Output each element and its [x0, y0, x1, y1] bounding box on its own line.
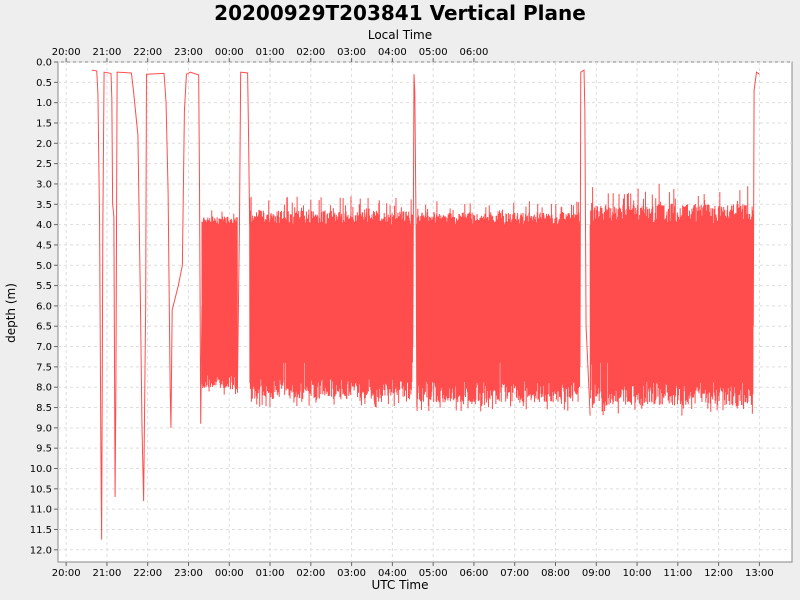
x-tick-label-top: 22:00	[133, 47, 162, 58]
y-tick-label: 12.0	[30, 545, 52, 556]
x-tick-label-top: 04:00	[378, 47, 407, 58]
chart-title: 20200929T203841 Vertical Plane	[214, 1, 586, 25]
y-tick-label: 9.0	[36, 423, 52, 434]
x-tick-label-top: 05:00	[419, 47, 448, 58]
x-tick-label-bottom: 08:00	[541, 568, 570, 579]
y-tick-label: 0.0	[36, 58, 52, 69]
y-tick-label: 8.5	[36, 403, 52, 414]
grid-layer	[58, 61, 792, 562]
x-tick-label-top: 03:00	[337, 47, 366, 58]
series-layer	[91, 69, 760, 540]
x-tick-label-bottom: 23:00	[174, 568, 203, 579]
y-tick-label: 1.0	[36, 98, 52, 109]
y-tick-label: 4.0	[36, 220, 52, 231]
x-tick-label-bottom: 06:00	[460, 568, 489, 579]
x-tick-label-top: 02:00	[296, 47, 325, 58]
y-tick-label: 6.0	[36, 301, 52, 312]
y-tick-label: 6.5	[36, 322, 52, 333]
series-depth-dense-core-1	[201, 226, 238, 363]
series-depth-dense-segment-4	[589, 184, 754, 416]
x-tick-label-bottom: 03:00	[337, 568, 366, 579]
x-tick-label-bottom: 13:00	[745, 568, 774, 579]
x-tick-label-bottom: 02:00	[296, 568, 325, 579]
x-tick-label-bottom: 09:00	[582, 568, 611, 579]
x-tick-label-bottom: 21:00	[93, 568, 122, 579]
y-tick-label: 3.0	[36, 179, 52, 190]
y-tick-label: 11.5	[30, 525, 52, 536]
x-tick-label-bottom: 05:00	[419, 568, 448, 579]
y-tick-label: 0.5	[36, 78, 52, 89]
y-tick-label: 5.0	[36, 261, 52, 272]
x-tick-label-bottom: 07:00	[500, 568, 529, 579]
series-depth-dense-core-2	[249, 226, 413, 363]
y-tick-label: 4.5	[36, 240, 52, 251]
series-depth-gap-4	[752, 71, 760, 327]
y-tick-label: 10.0	[30, 464, 52, 475]
y-tick-label: 2.0	[36, 139, 52, 150]
y-tick-label: 5.5	[36, 281, 52, 292]
x-tick-label-top: 00:00	[215, 47, 244, 58]
y-tick-label: 10.5	[30, 484, 52, 495]
x-tick-label-top: 21:00	[93, 47, 122, 58]
x-tick-label-bottom: 01:00	[256, 568, 285, 579]
top-axis-label: Local Time	[367, 28, 433, 42]
series-depth-dense-segment-3	[416, 201, 581, 412]
series-depth-gap-2	[412, 74, 418, 408]
series-depth-dense-segment-2	[249, 196, 414, 408]
x-tick-label-bottom: 22:00	[133, 568, 162, 579]
x-tick-label-bottom: 10:00	[623, 568, 652, 579]
x-tick-label-bottom: 00:00	[215, 568, 244, 579]
y-tick-label: 11.0	[30, 505, 52, 516]
x-tick-label-top: 01:00	[256, 47, 285, 58]
y-tick-label: 8.0	[36, 383, 52, 394]
series-depth-dense-core-4	[590, 226, 754, 363]
x-tick-label-top: 23:00	[174, 47, 203, 58]
y-tick-label: 2.5	[36, 159, 52, 170]
x-tick-label-bottom: 12:00	[704, 568, 733, 579]
x-tick-label-bottom: 20:00	[52, 568, 81, 579]
x-tick-label-bottom: 11:00	[663, 568, 692, 579]
x-tick-label-top: 20:00	[52, 47, 81, 58]
y-tick-label: 9.5	[36, 444, 52, 455]
x-tick-label-bottom: 04:00	[378, 568, 407, 579]
y-tick-label: 3.5	[36, 200, 52, 211]
series-depth-dense-core-3	[416, 226, 580, 363]
series-depth-early-profiles	[91, 69, 203, 540]
series-depth-gap-1	[236, 71, 251, 388]
y-tick-label: 7.0	[36, 342, 52, 353]
bottom-axis-label: UTC Time	[371, 578, 429, 592]
series-depth-gap-3	[579, 69, 591, 416]
x-tick-label-top: 06:00	[460, 47, 489, 58]
y-tick-label: 1.5	[36, 118, 52, 129]
y-tick-label: 7.5	[36, 362, 52, 373]
axis-layer: 0.0 0.5 1.0 1.5 2.0 2.5 3.0 3.5 4.0 4.5 5.0 5.5 6.0 6…	[30, 47, 774, 579]
